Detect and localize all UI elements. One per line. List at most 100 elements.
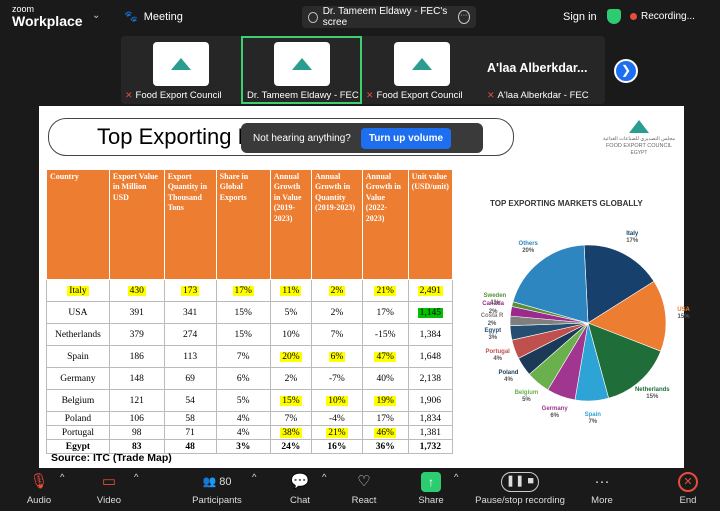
pause-recording-label: Pause/stop recording xyxy=(475,495,565,506)
end-label: End xyxy=(679,495,697,506)
pie-label: Canada 2% xyxy=(482,301,504,315)
shield-icon[interactable] xyxy=(607,9,621,24)
table-cell: 2,491 xyxy=(417,285,443,296)
recording-indicator[interactable]: Recording... xyxy=(630,11,695,22)
chat-options-caret[interactable]: ^ xyxy=(322,472,327,483)
participant-tile[interactable]: A'laa Alberkdar... ✕ A'laa Alberkdar - FE… xyxy=(483,36,605,104)
more-button[interactable]: ··· More xyxy=(587,472,617,506)
table-header-row: Country Export Value in Million USD Expo… xyxy=(46,169,454,280)
table-cell: 7% xyxy=(269,411,313,426)
mic-off-icon: ✕ xyxy=(366,90,374,100)
table-cell: 36% xyxy=(361,439,409,454)
table-cell: 16% xyxy=(311,439,363,454)
fec-logo-thumb xyxy=(274,42,330,86)
table-header: Export Quantity in Thousand Tons xyxy=(163,169,217,280)
table-cell: USA xyxy=(46,301,110,324)
mic-off-icon: 🎙 xyxy=(29,473,49,490)
table-cell: 98 xyxy=(108,425,165,440)
toast-text: Not hearing anything? xyxy=(253,132,351,144)
table-cell: Egypt xyxy=(46,439,110,454)
audio-button[interactable]: 🎙 Audio xyxy=(22,472,56,506)
participant-tile-active[interactable]: Dr. Tameem Eldawy - FEC xyxy=(241,36,362,104)
table-cell: 2,138 xyxy=(407,367,454,390)
table-row: Egypt 83 48 3% 24% 16% 36% 1,732 xyxy=(46,439,454,454)
table-cell: 17% xyxy=(361,411,409,426)
table-header: Country xyxy=(46,169,110,280)
share-options-caret[interactable]: ^ xyxy=(454,472,459,483)
participant-strip: ✕ Food Export Council Dr. Tameem Eldawy -… xyxy=(121,36,605,104)
video-off-icon: ▭ xyxy=(101,473,117,490)
pause-stop-recording-button[interactable]: ❚❚ ■ Pause/stop recording xyxy=(472,472,568,506)
table-cell: 274 xyxy=(163,323,217,346)
video-options-caret[interactable]: ^ xyxy=(134,472,139,483)
chat-label: Chat xyxy=(289,495,311,506)
table-cell: 38% xyxy=(280,427,302,438)
table-cell: 6% xyxy=(215,367,271,390)
next-page-button[interactable]: ❯ xyxy=(614,59,638,83)
participants-button[interactable]: 👥 80 Participants xyxy=(189,472,245,506)
table-cell: -7% xyxy=(311,367,363,390)
signin-link[interactable]: Sign in xyxy=(563,11,597,23)
table-cell: 10% xyxy=(269,323,313,346)
fec-logo: مجلس التصديري للصناعات الغذائية FOOD EXP… xyxy=(601,120,677,156)
more-options-icon[interactable]: ··· xyxy=(457,10,470,24)
table-cell: Italy xyxy=(67,285,89,296)
table-cell: 341 xyxy=(163,301,217,324)
turn-up-volume-button[interactable]: Turn up volume xyxy=(360,127,452,149)
pie-slice-usa xyxy=(587,280,667,352)
chat-button[interactable]: 💬 Chat xyxy=(285,472,315,506)
zoom-logo: zoom Workplace xyxy=(12,5,83,29)
participant-tile[interactable]: ✕ Food Export Council xyxy=(362,36,483,104)
table-cell: 1,732 xyxy=(407,439,454,454)
table-cell: 148 xyxy=(108,367,165,390)
audio-options-caret[interactable]: ^ xyxy=(60,472,65,483)
video-button[interactable]: ▭ Video xyxy=(92,472,126,506)
pie-slice-italy xyxy=(583,244,655,324)
logo-english-text: FOOD EXPORT COUNCIL xyxy=(605,142,673,149)
table-cell: 7% xyxy=(215,345,271,368)
table-cell: 15% xyxy=(215,301,271,324)
participant-tile[interactable]: ✕ Food Export Council xyxy=(121,36,241,104)
share-status-icon xyxy=(308,11,318,23)
table-row: Spain 186 113 7% 20% 6% 47% 1,648 xyxy=(46,345,454,368)
meeting-menu[interactable]: 🐾 Meeting xyxy=(124,10,183,24)
table-cell: 46% xyxy=(374,427,396,438)
fec-logo-thumb xyxy=(394,42,450,86)
table-cell: 58 xyxy=(163,411,217,426)
chat-icon: 💬 xyxy=(290,473,310,490)
participants-options-caret[interactable]: ^ xyxy=(252,472,257,483)
meeting-label: Meeting xyxy=(143,10,183,23)
pie-label: Portugal 4% xyxy=(485,348,510,362)
audio-label: Audio xyxy=(26,495,52,506)
share-button[interactable]: ↑ Share xyxy=(415,472,447,506)
table-cell: 1,834 xyxy=(407,411,454,426)
share-tab[interactable]: Dr. Tameem Eldawy - FEC's scree ··· xyxy=(302,6,476,28)
chevron-down-icon[interactable]: ⌄ xyxy=(92,10,101,21)
table-row: Portugal 98 71 4% 38% 21% 46% 1,381 xyxy=(46,425,454,440)
participant-display-name: A'laa Alberkdar... xyxy=(487,61,588,75)
table-cell: 1,381 xyxy=(407,425,454,440)
logo-line2: Workplace xyxy=(12,13,83,29)
participants-label: Participants xyxy=(192,495,242,506)
table-cell: 5% xyxy=(269,301,313,324)
table-row: Poland 106 58 4% 7% -4% 17% 1,834 xyxy=(46,411,454,426)
table-cell: 1,906 xyxy=(407,389,454,412)
end-button[interactable]: ✕ End xyxy=(673,472,703,506)
table-cell: 21% xyxy=(326,427,348,438)
react-button[interactable]: ♡ React xyxy=(348,472,380,506)
pie-slice-netherlands xyxy=(587,322,662,399)
participant-name: Dr. Tameem Eldawy - FEC xyxy=(247,90,359,101)
end-icon: ✕ xyxy=(678,472,698,492)
table-cell: 20% xyxy=(280,351,302,362)
table-cell: Belgium xyxy=(46,389,110,412)
table-row: Belgium 121 54 5% 15% 10% 19% 1,906 xyxy=(46,389,454,412)
participant-count: 80 xyxy=(219,476,232,488)
more-icon: ··· xyxy=(594,473,610,490)
pie-label: Italy 17% xyxy=(626,230,639,244)
table-cell: 121 xyxy=(108,389,165,412)
mic-off-icon: ✕ xyxy=(487,90,495,100)
table-cell: 47% xyxy=(374,351,396,362)
more-label: More xyxy=(591,495,613,506)
table-cell: 4% xyxy=(215,425,271,440)
table-cell: 54 xyxy=(163,389,217,412)
